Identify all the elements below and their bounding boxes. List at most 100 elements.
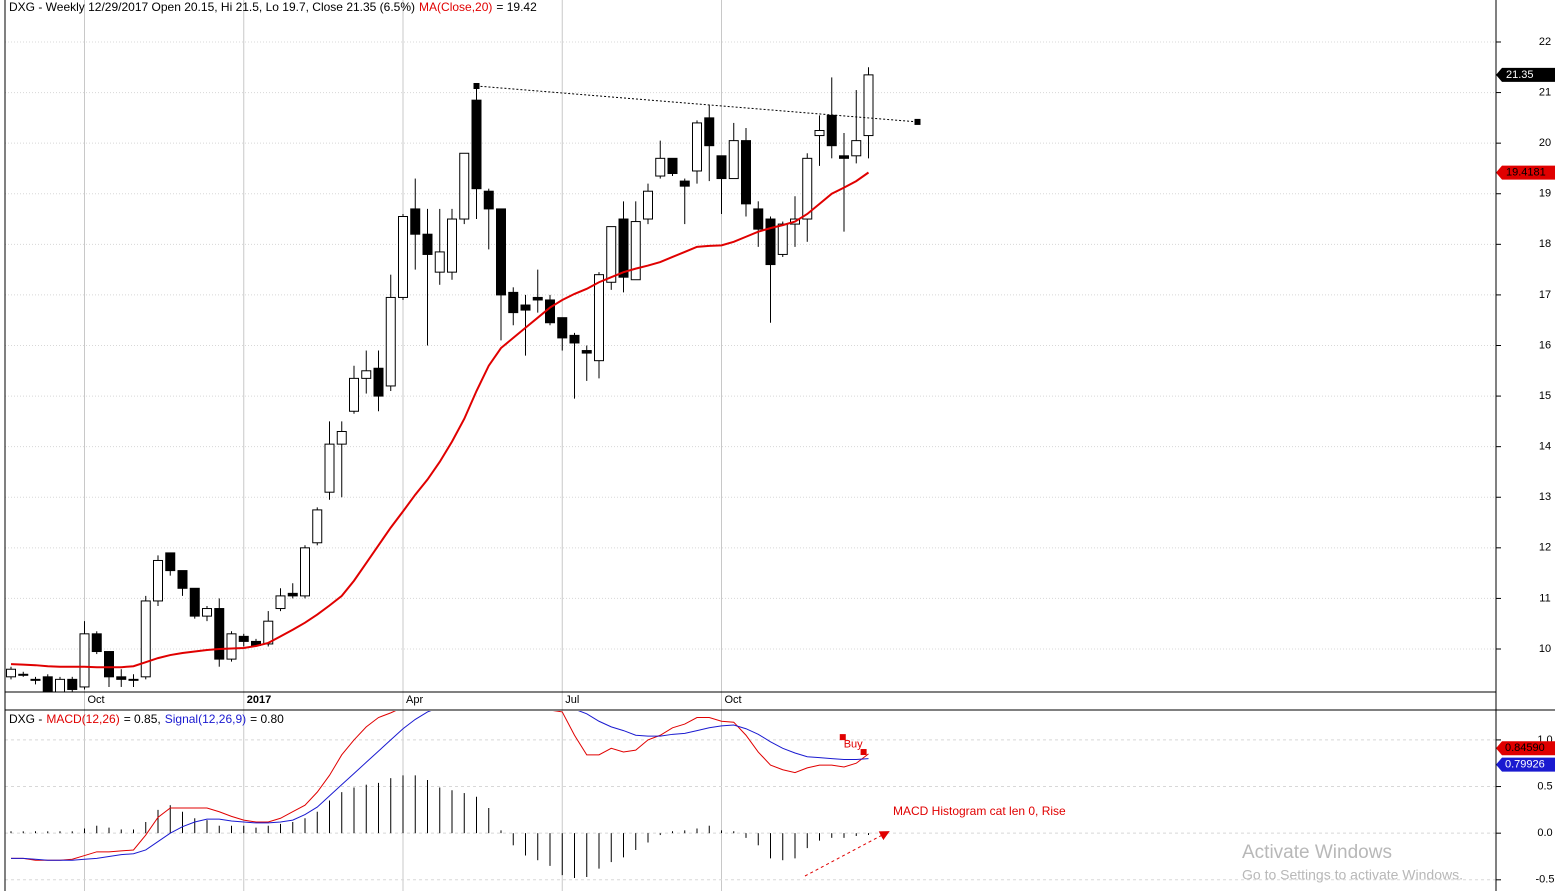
y-tick-label: 20 [1539, 137, 1551, 149]
candle-body [361, 370, 372, 379]
x-tick-label: Apr [406, 694, 423, 706]
candle-body [91, 633, 102, 653]
candle-body [336, 430, 347, 445]
trendline-anchor [473, 82, 480, 89]
candle-body [814, 130, 825, 137]
price-label-box [1496, 67, 1555, 82]
candle-body [324, 443, 335, 493]
buy-marker [839, 734, 846, 741]
header-ma-value: = 19.42 [496, 0, 537, 14]
y-tick-label: 0.0 [1537, 827, 1552, 839]
candle-body [373, 367, 384, 397]
candle-body [606, 226, 617, 283]
y-tick-label: 12 [1539, 542, 1551, 554]
macd-plot [10, 711, 869, 878]
candle-body [483, 190, 494, 210]
y-tick-label: -0.5 [1536, 874, 1555, 886]
value-label-box [1496, 757, 1555, 772]
candle-body [165, 552, 176, 572]
watermark-title: Activate Windows [1242, 842, 1392, 863]
candle-body [202, 608, 212, 617]
candle-body [214, 608, 225, 660]
y-tick-label: 19 [1539, 188, 1551, 200]
candle-body [238, 635, 249, 642]
candle-body [385, 296, 396, 387]
candle-body [79, 633, 90, 688]
candle-body [189, 587, 200, 617]
candle-body [6, 668, 16, 678]
candle-body [753, 208, 764, 230]
candle-body [398, 216, 408, 298]
candle-body [471, 99, 482, 190]
x-tick-label: Jul [565, 694, 579, 706]
annotation-arrow [804, 831, 890, 877]
candle-body [177, 570, 188, 589]
candle-body [667, 157, 678, 175]
y-tick-label: 14 [1539, 441, 1551, 453]
candle-body [140, 600, 151, 678]
y-tick-label: 18 [1539, 238, 1551, 250]
header-signal-name: Signal(12,26,9) [165, 712, 246, 726]
x-tick-label: Oct [725, 694, 742, 706]
macd-line [11, 711, 869, 861]
candle-body [67, 678, 78, 690]
candle-body [594, 274, 604, 362]
buy-marker [860, 749, 867, 756]
candle-body [581, 350, 592, 354]
candle-body [55, 678, 65, 692]
candle-body [863, 74, 874, 137]
candle-body [618, 218, 629, 278]
candle-body [349, 377, 359, 412]
value-label: 0.84590 [1505, 742, 1545, 754]
candle-body [128, 678, 139, 681]
value-label: 0.79926 [1505, 759, 1545, 771]
y-tick-label: 16 [1539, 339, 1551, 351]
candle-body [104, 651, 114, 678]
price-label: 21.35 [1506, 69, 1534, 81]
buy-label: Buy [844, 738, 863, 750]
candle-body [839, 155, 849, 159]
candle-body [802, 157, 813, 220]
candle-body [704, 117, 715, 147]
candle-body [459, 152, 470, 220]
candle-body [765, 218, 776, 266]
candle-body [422, 233, 433, 255]
candle-body [728, 140, 739, 180]
value-label-box [1496, 741, 1555, 756]
candle-body [300, 547, 310, 597]
y-tick-label: 17 [1539, 289, 1551, 301]
y-tick-label: 13 [1539, 491, 1551, 503]
candle-body [630, 221, 641, 281]
header-title: DXG - Weekly 12/29/2017 Open 20.15, Hi 2… [9, 0, 415, 14]
candle-body [30, 678, 41, 681]
y-tick-label: 15 [1539, 390, 1551, 402]
candle-body [569, 334, 580, 344]
y-tick-label: 21 [1539, 86, 1551, 98]
ma-line [10, 171, 870, 669]
candle-body [520, 304, 531, 311]
candle-body [826, 114, 837, 147]
y-tick-label: 0.5 [1537, 780, 1552, 792]
annotation-text: MACD Histogram cat len 0, Rise [893, 804, 1066, 818]
candle-body [312, 509, 323, 544]
candle-body [532, 296, 543, 301]
header-signal-value: = 0.80 [250, 712, 284, 726]
candle-body [434, 251, 445, 273]
header-macd-value: = 0.85, [124, 712, 161, 726]
candle-body [777, 223, 788, 255]
candle-body [116, 676, 127, 680]
candle-body [275, 595, 286, 610]
candle-body [226, 633, 237, 660]
x-tick-label: 2017 [247, 694, 271, 706]
candle-body [410, 208, 421, 235]
candle-body [447, 218, 457, 273]
candle-body [692, 122, 702, 172]
candle-body [508, 291, 519, 314]
candle-body [496, 208, 506, 296]
price-plot [6, 67, 921, 692]
candle-body [851, 140, 862, 157]
candle-body [18, 673, 29, 676]
header-symbol: DXG - [9, 712, 42, 726]
